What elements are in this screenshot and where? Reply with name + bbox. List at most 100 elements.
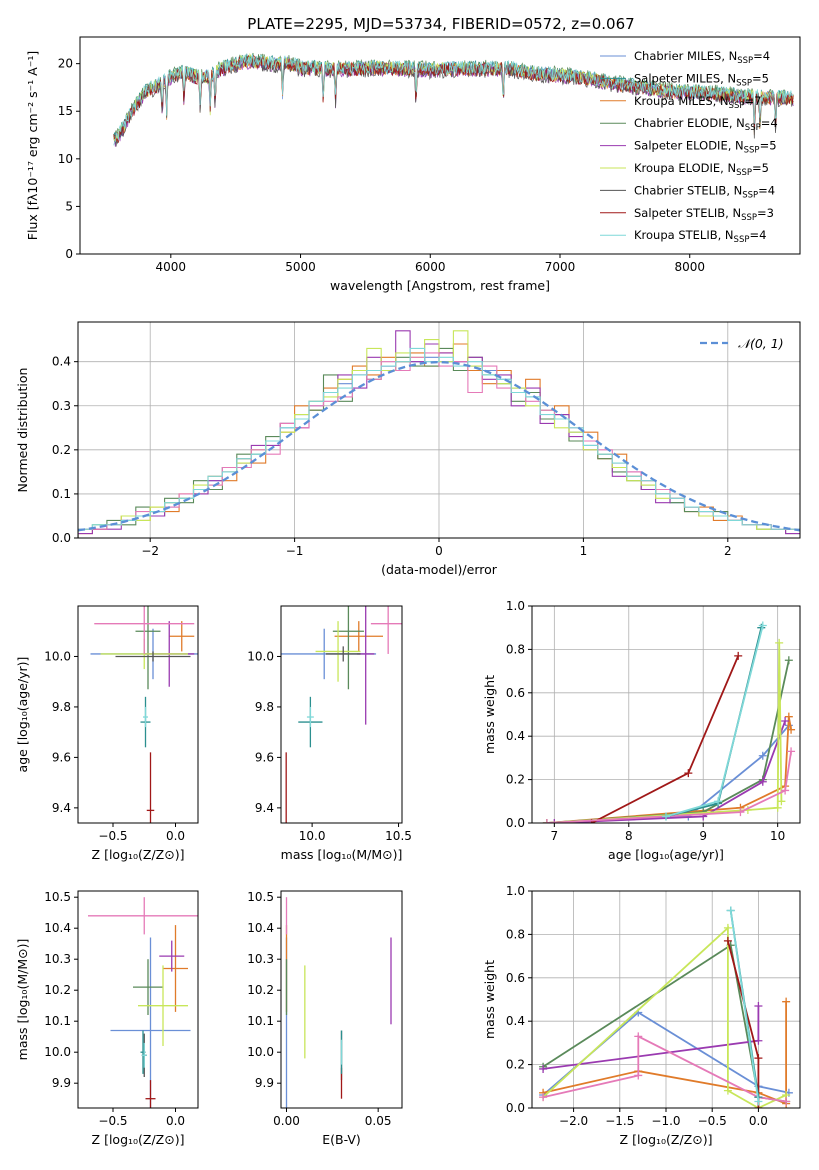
weight-point-marker [634, 1071, 643, 1080]
y-tick-label: 10 [58, 152, 73, 166]
errorbar-point [115, 651, 191, 662]
age-vs-mass-chart: 10.0 10.5 9.4 9.6 9.8 10.0 mass [log₁₀(M/M⊙)] [247, 605, 412, 862]
weight-series [542, 638, 786, 823]
weight-series [542, 721, 793, 823]
legend-entry-name: Salpeter MILES, N [634, 71, 736, 85]
plot-area [88, 897, 198, 1108]
legend-entry-name: Chabrier MILES, N [634, 49, 737, 63]
legend-entry: Chabrier ELODIE, NSSP=4 [634, 116, 778, 133]
errorbar-point [88, 897, 198, 935]
residuals-chart: −2 −1 0 1 2 0.0 0.1 0.2 0.3 0.4 (data-model)/error… [15, 321, 801, 577]
plot-area [542, 621, 796, 823]
y-tick-label: 9.4 [255, 801, 274, 815]
y-axis-label: Normed distribution [15, 368, 30, 493]
y-tick-label: 10.1 [247, 1014, 274, 1028]
weight-point-marker [550, 819, 559, 823]
errorbar-point [163, 925, 188, 1012]
x-axis-label: E(B-V) [322, 1132, 361, 1147]
weight-point-marker [714, 797, 723, 806]
axes-frame [280, 605, 403, 824]
axes-frame [79, 36, 801, 255]
weight-series-line [729, 910, 760, 1102]
weight-point-marker [784, 656, 793, 665]
weight-point-marker [754, 1002, 763, 1011]
y-tick-label: 0.4 [506, 729, 525, 743]
axes-frame [77, 890, 199, 1109]
weight-point-marker [754, 1097, 763, 1106]
legend-entry-suffix: =5 [752, 71, 769, 85]
errorbar-point [133, 959, 163, 1015]
x-tick-label: 0 [435, 544, 443, 558]
x-axis-label: age [log₁₀(age/yr)] [608, 847, 724, 862]
plot-area [113, 52, 794, 147]
y-tick-label: 0.4 [506, 1014, 525, 1028]
weight-series [662, 621, 767, 821]
legend-entry-name: Kroupa ELODIE, N [634, 161, 736, 175]
y-tick-label: 0.2 [506, 773, 525, 787]
weight-series-line [591, 655, 740, 823]
normal-reference-curve [78, 360, 800, 532]
weight-point-marker [781, 786, 790, 795]
legend-entry-suffix: =5 [752, 161, 769, 175]
plot-area [78, 330, 800, 538]
legend-entry-sub: SSP [737, 56, 753, 66]
y-tick-label: 9.9 [52, 1076, 71, 1090]
x-tick-label: −2.0 [559, 1114, 588, 1128]
y-tick-label: 10.3 [44, 952, 71, 966]
weight-point-marker [726, 906, 735, 915]
y-tick-label: 0.3 [52, 399, 71, 413]
x-tick-label: −0.5 [98, 829, 127, 843]
y-tick-label: 9.4 [52, 801, 71, 815]
legend-entry: 𝒩(0, 1) [738, 336, 784, 351]
legend-entry: Kroupa MILES, NSSP=7 [634, 94, 761, 111]
weight-series-line [546, 724, 790, 823]
y-tick-label: 10.4 [44, 921, 71, 935]
y-tick-label: 0.8 [506, 642, 525, 656]
y-tick-label: 0.0 [52, 531, 71, 545]
y-tick-label: 10.0 [44, 649, 71, 663]
x-tick-label: −0.5 [98, 1114, 127, 1128]
errorbar-point [146, 752, 155, 823]
legend-entry-sub: SSP [729, 101, 745, 111]
legend-entry-suffix: =4 [758, 183, 775, 197]
legend-entry-suffix: =4 [753, 49, 770, 63]
x-tick-label: 6000 [415, 260, 446, 274]
y-tick-label: 0.0 [506, 816, 525, 830]
y-tick-label: 10.2 [44, 983, 71, 997]
y-tick-label: 9.9 [255, 1076, 274, 1090]
x-axis-label: Z [log₁₀(Z/Z⊙)] [620, 1132, 713, 1147]
y-tick-label: 0.2 [506, 1058, 525, 1072]
y-tick-label: 9.6 [255, 750, 274, 764]
y-tick-label: 0.6 [506, 686, 525, 700]
weight-series [539, 923, 791, 1108]
x-tick-label: 0.0 [749, 1114, 768, 1128]
errorbar-point [370, 606, 402, 654]
x-axis-label: Z [log₁₀(Z/Z⊙)] [92, 847, 185, 862]
weight-series-line [546, 751, 792, 823]
y-axis-label: age [log₁₀(age/yr)] [15, 657, 30, 773]
legend: 𝒩(0, 1) [700, 336, 784, 351]
x-tick-label: 4000 [156, 260, 187, 274]
y-axis-label: mass weight [482, 960, 497, 1039]
weight-series-line [546, 716, 792, 823]
x-tick-label: 9 [699, 829, 707, 843]
y-tick-label: 10.0 [247, 1045, 274, 1059]
legend-entry: Kroupa STELIB, NSSP=4 [634, 228, 766, 245]
weight-point-marker [784, 712, 793, 721]
legend-entry-name: Chabrier ELODIE, N [634, 116, 745, 130]
x-axis-label: (data-model)/error [381, 562, 498, 577]
x-tick-label: 8 [625, 829, 633, 843]
age-vs-metallicity-chart: −0.5 0.0 9.4 9.6 9.8 10.0 Z [log₁₀(Z/Z⊙)] age [… [15, 605, 199, 862]
axes-frame [531, 605, 801, 824]
mass-vs-extinction-chart: 0.00 0.05 9.9 10.0 10.1 10.2 10.3 10.4 10.5 E(B-V… [247, 890, 403, 1147]
mass-vs-metallicity-chart: −0.5 0.0 9.9 10.0 10.1 10.2 10.3 10.4 10.5 Z [log… [15, 890, 199, 1147]
x-tick-label: −2 [141, 544, 159, 558]
legend-entry-suffix: =4 [749, 228, 766, 242]
y-tick-label: 0.0 [506, 1101, 525, 1115]
weight-series [539, 1032, 791, 1106]
weight-point-marker [782, 997, 791, 1006]
weight-series [539, 1002, 763, 1073]
legend-entry: Salpeter ELODIE, NSSP=5 [634, 139, 777, 156]
